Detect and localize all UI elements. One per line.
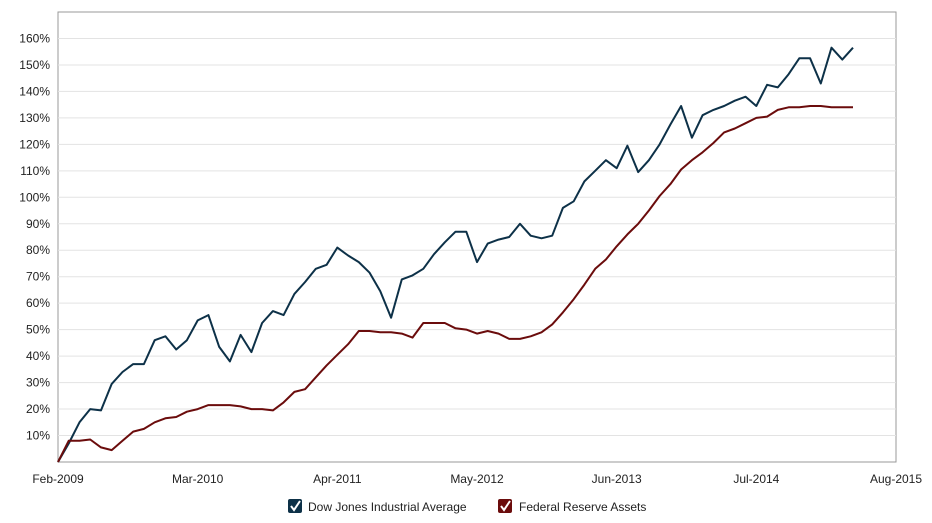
y-tick-label: 140% [19, 84, 50, 98]
x-tick-label: May-2012 [450, 472, 504, 486]
series-line-fed [57, 105, 853, 463]
y-tick-label: 60% [26, 296, 50, 310]
y-tick-label: 110% [20, 164, 50, 178]
x-tick-label: Jul-2014 [733, 472, 779, 486]
y-tick-label: 150% [19, 58, 50, 72]
plot-background [57, 11, 897, 463]
series-layer [57, 46, 854, 463]
legend-item-fed[interactable]: Federal Reserve Assets [498, 499, 646, 514]
legend-label-dow: Dow Jones Industrial Average [308, 500, 467, 514]
y-tick-label: 90% [26, 217, 50, 231]
x-tick-label: Aug-2015 [870, 472, 922, 486]
legend-label-fed: Federal Reserve Assets [519, 500, 646, 514]
legend-item-dow[interactable]: Dow Jones Industrial Average [288, 499, 467, 514]
x-axis-ticks: Feb-2009 Mar-2010 Apr-2011 May-2012 Jun-2013… [32, 472, 922, 486]
y-tick-label: 130% [19, 111, 50, 125]
check-icon [290, 500, 301, 512]
y-tick-label: 70% [26, 270, 50, 284]
x-tick-label: Mar-2010 [172, 472, 224, 486]
y-tick-label: 40% [26, 349, 50, 363]
check-icon [500, 500, 511, 512]
x-tick-label: Jun-2013 [592, 472, 642, 486]
y-tick-label: 100% [19, 190, 50, 204]
y-tick-label: 50% [26, 323, 50, 337]
y-tick-label: 160% [19, 31, 50, 45]
y-tick-label: 20% [26, 402, 50, 416]
x-tick-label: Feb-2009 [32, 472, 84, 486]
y-tick-label: 10% [26, 429, 50, 443]
legend: Dow Jones Industrial Average Federal Res… [288, 499, 646, 514]
y-tick-label: 80% [26, 243, 50, 257]
series-line-dow [57, 46, 854, 463]
y-tick-label: 120% [19, 137, 50, 151]
y-tick-label: 30% [26, 376, 50, 390]
y-axis-ticks: 10% 20% 30% 40% 50% 60% 70% 80% 90% 100% 110% 120% 1… [19, 31, 50, 442]
x-tick-label: Apr-2011 [313, 472, 362, 486]
